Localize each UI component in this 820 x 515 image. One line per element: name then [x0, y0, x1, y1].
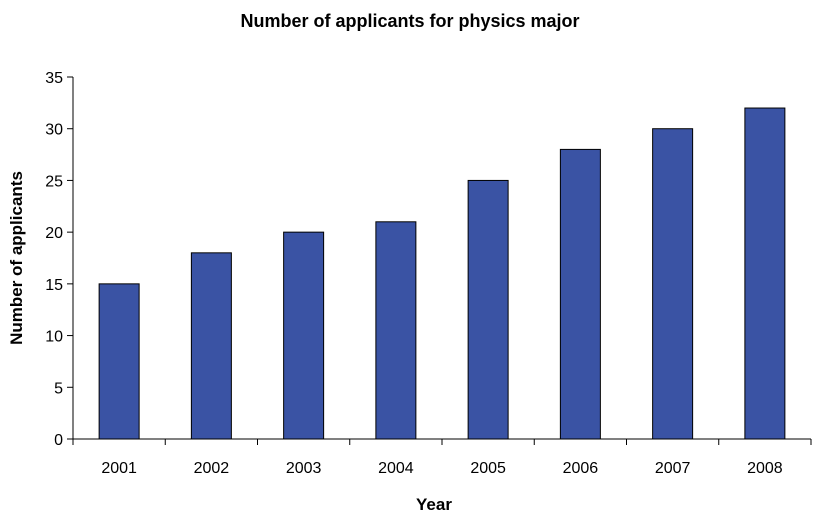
bar-2006 — [559, 148, 601, 440]
chart-title: Number of applicants for physics major — [240, 11, 579, 31]
y-axis-ticks: 0 5 10 15 20 25 30 35 — [45, 70, 73, 449]
y-tick-label: 0 — [54, 432, 63, 449]
bar-2008 — [744, 107, 786, 440]
x-tick-label: 2007 — [655, 460, 691, 477]
x-tick-label: 2001 — [101, 460, 137, 477]
y-axis-label: Number of applicants — [7, 171, 26, 345]
bar-2003 — [283, 231, 325, 440]
x-tick-label: 2003 — [286, 460, 322, 477]
bar-2007 — [652, 128, 694, 440]
x-tick-label: 2002 — [194, 460, 230, 477]
y-tick-label: 15 — [45, 277, 63, 294]
y-tick-label: 10 — [45, 329, 63, 346]
x-tick-label: 2004 — [378, 460, 414, 477]
x-tick-label: 2006 — [563, 460, 599, 477]
x-tick-label: 2008 — [747, 460, 783, 477]
x-axis-ticks: 2001 2002 2003 2004 2005 2006 2007 2008 — [72, 439, 812, 477]
bar-2001 — [98, 283, 140, 440]
x-tick-label: 2005 — [470, 460, 506, 477]
bars-group — [98, 107, 786, 440]
bar-2005 — [467, 179, 509, 440]
y-tick-label: 25 — [45, 173, 63, 190]
bar-2002 — [190, 252, 232, 440]
bar-2004 — [375, 221, 417, 440]
x-axis-label: Year — [416, 495, 452, 514]
y-tick-label: 5 — [54, 380, 63, 397]
y-tick-label: 35 — [45, 70, 63, 87]
y-tick-label: 30 — [45, 122, 63, 139]
y-tick-label: 20 — [45, 225, 63, 242]
